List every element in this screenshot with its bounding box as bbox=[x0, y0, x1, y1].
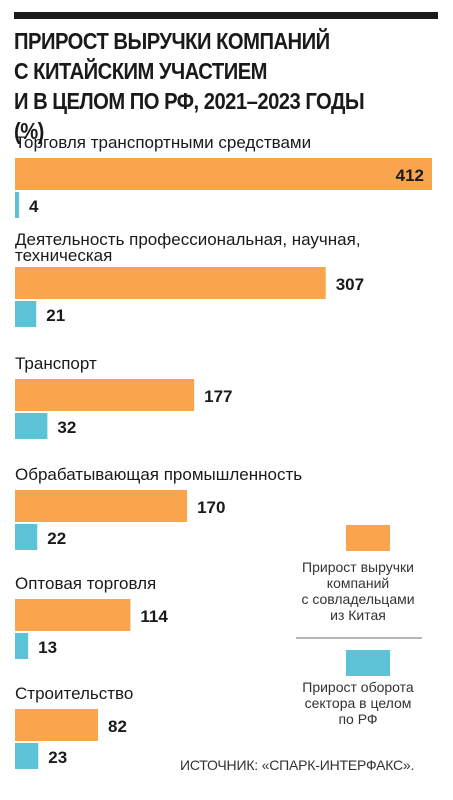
category-label: Транспорт bbox=[15, 354, 97, 373]
value-label-china: 170 bbox=[197, 498, 225, 517]
bar-rf bbox=[15, 413, 48, 439]
value-label-china: 307 bbox=[336, 275, 364, 294]
value-label-rf: 32 bbox=[57, 418, 76, 437]
legend-swatch-china bbox=[346, 525, 390, 551]
legend-label-rf: Прирост оборота bbox=[302, 679, 414, 695]
bar-rf bbox=[15, 301, 37, 327]
legend-label-china: из Китая bbox=[330, 607, 386, 623]
bar-china bbox=[15, 490, 188, 522]
bar-rf bbox=[15, 524, 38, 550]
value-label-china: 412 bbox=[396, 166, 424, 185]
value-label-china: 177 bbox=[204, 387, 232, 406]
bar-china bbox=[15, 158, 432, 190]
category-label: техническая bbox=[15, 246, 112, 265]
value-label-rf: 4 bbox=[29, 197, 39, 216]
value-label-rf: 23 bbox=[48, 748, 67, 767]
bar-china bbox=[15, 379, 195, 411]
bar-china bbox=[15, 599, 131, 631]
value-label-rf: 22 bbox=[47, 529, 66, 548]
legend-label-china: с совладельцами bbox=[301, 591, 414, 607]
bar-rf bbox=[15, 743, 39, 769]
value-label-china: 114 bbox=[140, 607, 168, 626]
bar-china bbox=[15, 709, 98, 741]
source-note: ИСТОЧНИК: «СПАРК-ИНТЕРФАКС». bbox=[180, 757, 415, 773]
category-label: Оптовая торговля bbox=[15, 574, 156, 593]
chart-title: ПРИРОСТ ВЫРУЧКИ КОМПАНИЙ С КИТАЙСКИМ УЧА… bbox=[14, 28, 365, 144]
legend-label-china: Прирост выручки bbox=[302, 559, 414, 575]
category-label: Строительство bbox=[15, 684, 133, 703]
value-label-rf: 13 bbox=[38, 638, 57, 657]
bar-rf bbox=[15, 192, 20, 218]
top-rule bbox=[14, 12, 438, 19]
value-label-rf: 21 bbox=[46, 306, 65, 325]
category-label: Обрабатывающая промышленность bbox=[15, 465, 302, 484]
value-label-china: 82 bbox=[108, 717, 127, 736]
bar-rf bbox=[15, 633, 29, 659]
category-label: Деятельность профессиональная, научная, bbox=[15, 230, 361, 249]
legend-label-rf: сектора в целом bbox=[305, 695, 412, 711]
legend-swatch-rf bbox=[346, 650, 390, 676]
legend-label-rf: по РФ bbox=[338, 711, 377, 727]
bar-china bbox=[15, 267, 326, 299]
legend-label-china: компаний bbox=[327, 575, 389, 591]
category-label: Торговля транспортными средствами bbox=[15, 133, 311, 152]
